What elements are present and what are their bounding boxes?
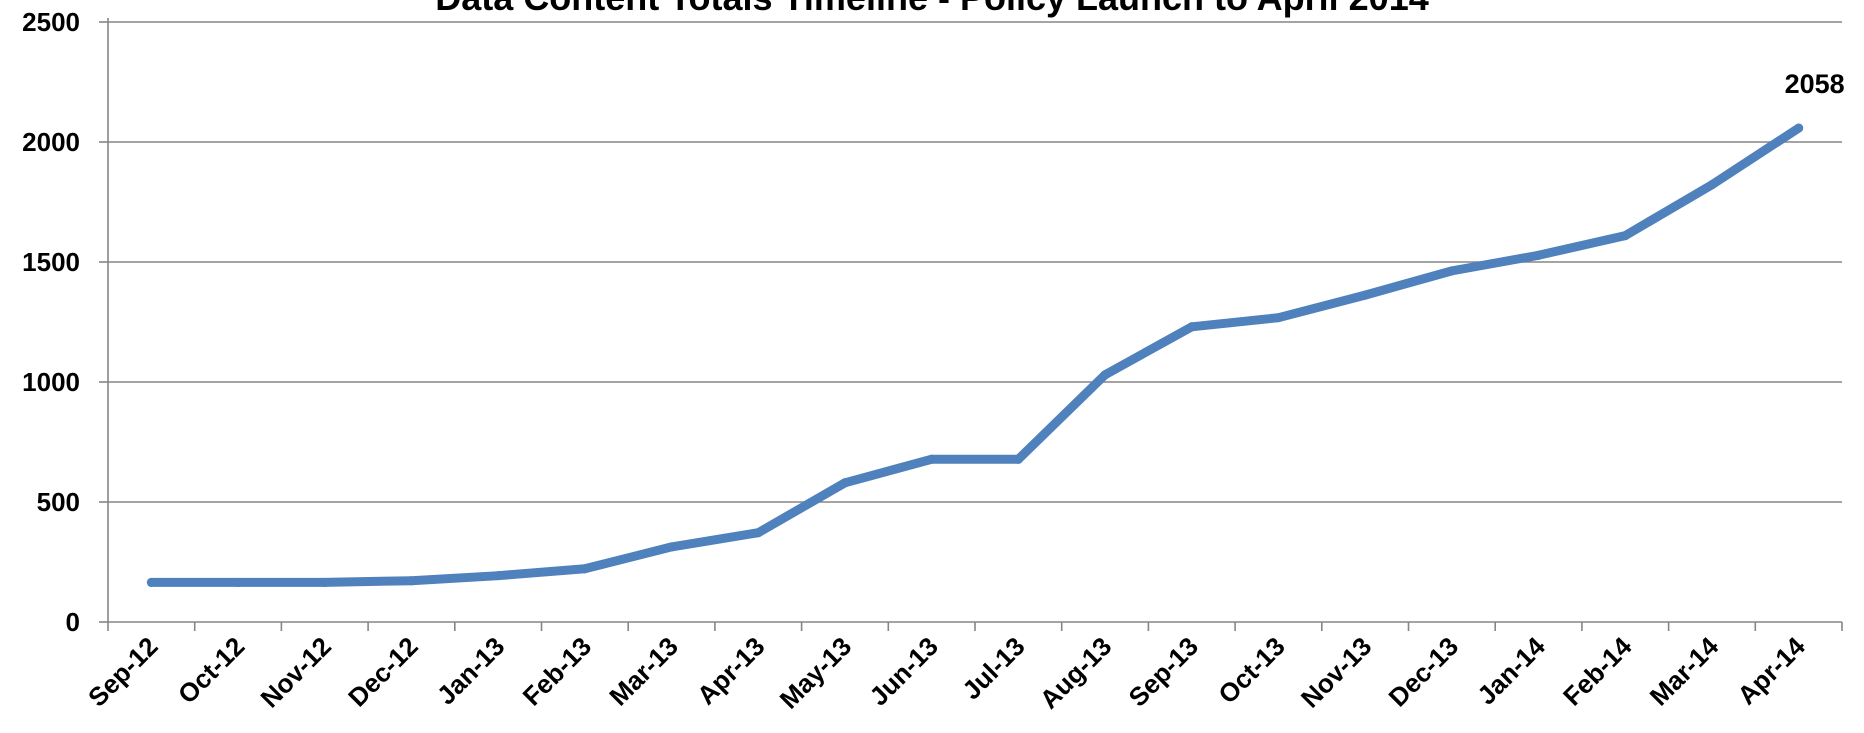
y-tick-label: 500 [37, 487, 80, 517]
line-segment [320, 576, 416, 587]
x-tick-label: Jan-14 [1471, 631, 1551, 711]
data-point [1447, 266, 1457, 276]
data-point [1534, 250, 1544, 260]
line-segment [1013, 370, 1110, 464]
x-tick-label: Oct-13 [1212, 631, 1290, 709]
x-tick-label: Dec-12 [342, 631, 424, 713]
data-point [667, 542, 677, 552]
x-tick-label: Apr-14 [1731, 631, 1811, 711]
x-tick-label: Aug-13 [1034, 631, 1118, 715]
line-segment [1100, 322, 1197, 380]
x-tick-label: Nov-12 [254, 631, 337, 714]
data-point [1187, 322, 1197, 332]
axes [107, 18, 1842, 623]
x-tick-label: Sep-12 [82, 631, 164, 713]
line-segment [1707, 123, 1804, 190]
x-tick-label: Sep-13 [1122, 631, 1204, 713]
data-point [927, 454, 937, 464]
x-tick-label: Mar-13 [603, 631, 683, 711]
line-segment [493, 564, 590, 581]
data-point [580, 564, 590, 574]
series-group [146, 123, 1804, 587]
y-tick-label: 1000 [22, 367, 80, 397]
x-tick-label: Jan-13 [431, 631, 510, 710]
x-tick-label: Oct-12 [172, 631, 250, 709]
data-point [146, 577, 156, 587]
data-point [840, 478, 850, 488]
line-segment [667, 528, 763, 552]
line-segment [1534, 231, 1630, 260]
line-segment [1447, 250, 1544, 276]
data-point [320, 577, 330, 587]
series-line [146, 123, 1804, 587]
x-tick-label: Mar-14 [1644, 631, 1725, 712]
line-segment [840, 454, 937, 488]
data-point [1360, 290, 1370, 300]
x-tick-label: May-13 [774, 631, 858, 715]
x-tick-label: Jun-13 [863, 631, 943, 711]
data-point [1707, 180, 1717, 190]
x-tick-label: Feb-14 [1557, 631, 1638, 712]
data-point [233, 577, 243, 587]
line-segment [580, 542, 677, 574]
x-tick-label: Jul-13 [956, 631, 1030, 705]
line-segment [1273, 290, 1370, 323]
data-point [1794, 123, 1804, 133]
x-tick-label: Feb-13 [517, 631, 597, 711]
data-point [1620, 231, 1630, 241]
x-tick-label: Apr-13 [691, 631, 770, 710]
line-segment [753, 478, 850, 538]
line-segment [406, 571, 503, 586]
data-label: 2058 [1785, 69, 1845, 99]
x-tick-label: Nov-13 [1295, 631, 1378, 714]
y-tick-label: 1500 [22, 247, 80, 277]
data-point [406, 576, 416, 586]
y-axis-ticks: 0 500 1000 1500 2000 2500 [22, 7, 108, 637]
chart-title: Data Content Totals Timeline - Policy La… [435, 0, 1429, 18]
y-tick-label: 2500 [22, 7, 80, 37]
line-segment [1187, 313, 1283, 332]
line-segment [1620, 180, 1717, 241]
y-tick-label: 2000 [22, 127, 80, 157]
gridlines [108, 21, 1842, 503]
data-point [1013, 454, 1023, 464]
data-point [753, 528, 763, 538]
data-point [493, 571, 503, 581]
line-segment [1360, 266, 1457, 300]
data-point [1273, 313, 1283, 323]
x-axis-ticks: Sep-12 Oct-12 Nov-12 Dec-12 Jan-13 Feb-13 Mar-… [82, 622, 1843, 715]
y-tick-label: 0 [66, 607, 80, 637]
x-tick-label: Dec-13 [1383, 631, 1465, 713]
data-labels: 2058 [1785, 69, 1845, 99]
data-point [1100, 370, 1110, 380]
